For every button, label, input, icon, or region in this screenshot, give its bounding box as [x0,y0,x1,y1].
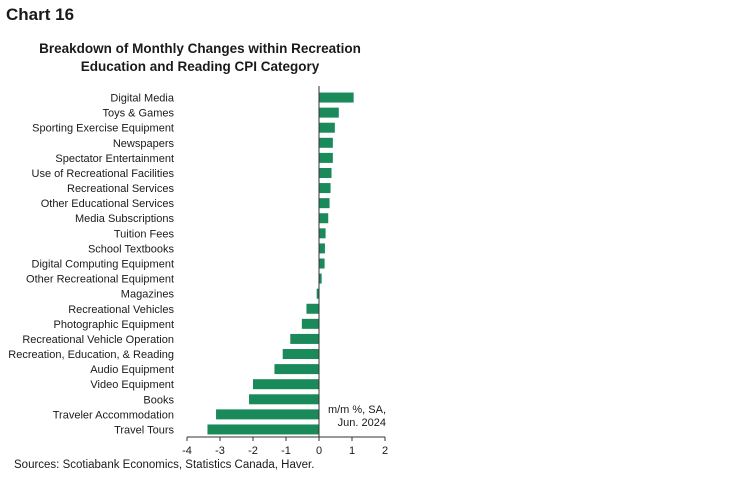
x-axis: -4 -3 -2 -1 0 1 2 [182,86,388,457]
bar-spectator-entertainment [319,152,333,163]
category-label: Recreation, Education, & Reading [8,349,174,361]
x-tick-label: -3 [215,445,225,457]
category-label: Digital Media [110,93,174,105]
bar-audio-equipment [274,364,319,375]
bar-toys-games [319,107,339,118]
x-tick-label: -4 [182,445,192,457]
bar-tuition-fees [319,228,326,239]
category-label: Media Subscriptions [75,213,175,225]
category-label: Photographic Equipment [54,319,174,331]
bar-recreational-vehicles [306,303,319,314]
bar-other-educational-services [319,198,330,209]
category-label: Tuition Fees [114,228,175,240]
category-label: Recreational Vehicle Operation [22,334,174,346]
bars-group [207,92,354,435]
category-label: Magazines [121,289,175,301]
category-label: Other Educational Services [41,198,175,210]
category-label: Video Equipment [90,379,174,391]
bar-books [249,394,319,405]
bar-other-recreational-equipment [319,273,322,284]
bar-video-equipment [253,379,319,390]
bar-travel-tours [207,424,319,435]
category-label: Other Recreational Equipment [26,274,174,286]
x-tick-label: 1 [349,445,355,457]
category-label: Digital Computing Equipment [32,259,174,271]
x-tick-label: -2 [248,445,258,457]
chart-title-line-2: Education and Reading CPI Category [80,59,320,74]
bar-traveler-accommodation [216,409,319,420]
bar-recreational-services [319,183,331,194]
bar-recreation-education-reading [282,349,319,360]
bar-sporting-exercise-equipment [319,122,335,133]
category-labels: Digital Media Toys & Games Sporting Exerci… [8,93,175,437]
category-label: Spectator Entertainment [55,153,174,165]
bar-media-subscriptions [319,213,329,224]
bar-newspapers [319,137,333,148]
unit-label-line-2: Jun. 2024 [338,417,386,429]
category-label: School Textbooks [88,243,175,255]
category-label: Newspapers [113,138,175,150]
category-label: Recreational Services [67,183,174,195]
x-tick-label: 2 [382,445,388,457]
category-label: Use of Recreational Facilities [32,168,175,180]
bar-photographic-equipment [301,318,319,329]
x-tick-label: 0 [316,445,322,457]
bar-magazines [316,288,319,299]
bar-digital-computing-equipment [319,258,325,269]
category-label: Audio Equipment [90,364,174,376]
category-label: Toys & Games [102,108,174,120]
category-label: Sporting Exercise Equipment [32,123,174,135]
unit-label-line-1: m/m %, SA, [328,404,386,416]
bar-digital-media [319,92,354,103]
chart-title: Breakdown of Monthly Changes within Recr… [0,40,400,76]
chart-label: Chart 16 [6,5,75,24]
category-label: Traveler Accommodation [53,409,174,421]
category-label: Recreational Vehicles [68,304,174,316]
category-label: Books [143,394,174,406]
x-tick-label: -1 [281,445,291,457]
bar-recreational-vehicle-operation [290,333,319,344]
category-label: Travel Tours [114,424,174,436]
bar-school-textbooks [319,243,325,254]
source-note: Sources: Scotiabank Economics, Statistic… [14,459,315,471]
bar-use-of-recreational-facilities [319,167,332,178]
chart-title-line-1: Breakdown of Monthly Changes within Recr… [39,41,361,56]
